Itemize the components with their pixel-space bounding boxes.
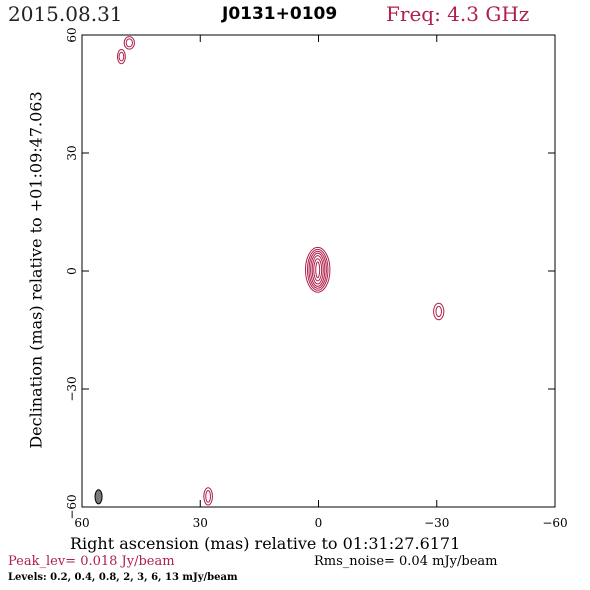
contour-components — [116, 36, 445, 506]
rms-noise: Rms_noise= 0.04 mJy/beam — [314, 554, 498, 569]
contour-component — [116, 49, 126, 65]
y-tick-label: 0 — [65, 267, 79, 275]
contour-line — [116, 49, 126, 65]
y-axis-label: Declination (mas) relative to +01:09:47.… — [26, 91, 46, 449]
x-axis-label: Right ascension (mas) relative to 01:31:… — [70, 534, 461, 553]
x-tick-label: 60 — [74, 516, 89, 530]
contour-line — [203, 487, 213, 506]
x-tick-label: −30 — [424, 516, 449, 530]
contour-levels: Levels: 0.2, 0.4, 0.8, 2, 3, 6, 13 mJy/b… — [8, 572, 238, 583]
contour-line — [123, 36, 135, 50]
contour-line — [313, 258, 323, 282]
peak-level: Peak_lev= 0.018 Jy/beam — [8, 554, 175, 569]
beam-ellipse-group — [94, 489, 103, 505]
contour-line — [308, 250, 327, 289]
beam-ellipse — [94, 489, 103, 505]
x-tick-label: 30 — [193, 516, 208, 530]
contour-line — [435, 305, 442, 318]
plot-frame — [81, 34, 556, 508]
y-tick-label: 60 — [65, 27, 79, 42]
x-tick-label: 0 — [315, 516, 323, 530]
observation-date: 2015.08.31 — [8, 2, 123, 26]
contour-line — [118, 51, 125, 62]
contour-component — [123, 36, 135, 50]
contour-line — [306, 248, 329, 291]
contour-component — [433, 302, 445, 321]
contour-line — [433, 302, 445, 321]
contour-line — [205, 489, 211, 503]
contour-line — [315, 261, 321, 279]
contour-component — [304, 246, 331, 293]
frequency-label: Freq: 4.3 GHz — [386, 2, 530, 26]
contour-line — [125, 38, 133, 48]
y-tick-label: 30 — [65, 145, 79, 160]
x-tick-label: −60 — [542, 516, 567, 530]
contour-line — [304, 246, 331, 293]
contour-line — [311, 255, 324, 285]
y-tick-label: −60 — [65, 494, 79, 519]
axis-ticks — [81, 34, 556, 508]
y-tick-label: −30 — [65, 376, 79, 401]
source-name: J0131+0109 — [222, 4, 338, 24]
contour-line — [310, 252, 326, 287]
contour-component — [203, 487, 213, 506]
